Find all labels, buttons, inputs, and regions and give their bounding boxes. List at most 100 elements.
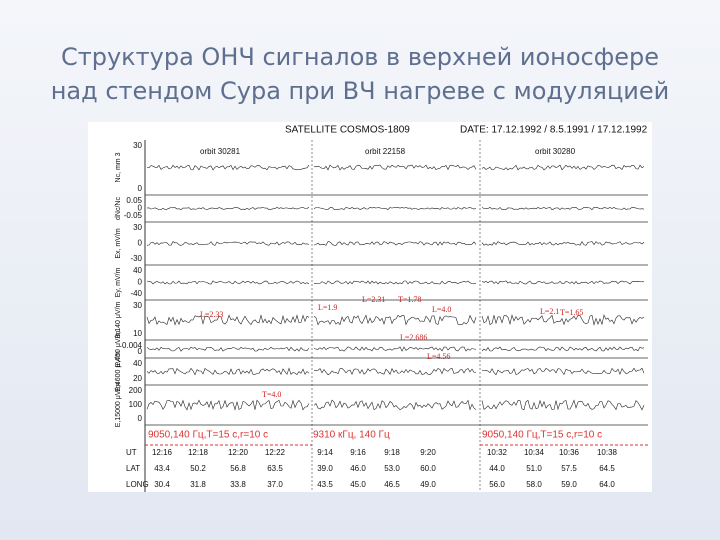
cell: 46.0 bbox=[350, 464, 366, 473]
cell: 10:36 bbox=[559, 448, 580, 457]
satellite-label: SATELLITE COSMOS-1809 bbox=[285, 125, 410, 136]
tick-label: 0 bbox=[138, 278, 143, 287]
cell: 9:20 bbox=[420, 448, 436, 457]
trace bbox=[313, 241, 477, 246]
annotation: L=1.9 bbox=[318, 303, 337, 312]
cell: 64.5 bbox=[599, 464, 615, 473]
modulation-label: 9050,140 Гц,T=15 c,r=10 c bbox=[148, 430, 268, 441]
trace bbox=[481, 164, 645, 171]
cell: 63.5 bbox=[267, 464, 283, 473]
cell: 10:38 bbox=[597, 448, 618, 457]
cell: 9:16 bbox=[350, 448, 366, 457]
trace bbox=[313, 399, 477, 411]
cell: 46.5 bbox=[384, 480, 400, 489]
annotation: L=4.0 bbox=[432, 305, 451, 314]
trace bbox=[146, 164, 310, 171]
annotation: L=2.686 bbox=[400, 333, 427, 342]
tick-label: 0 bbox=[138, 204, 143, 213]
tick-label: 30 bbox=[133, 141, 142, 150]
figure-background bbox=[88, 122, 652, 492]
trace bbox=[481, 206, 645, 211]
tick-label: 30 bbox=[133, 301, 142, 310]
tick-label: 0 bbox=[138, 347, 143, 356]
panel-label: E,15000 μV/m bbox=[115, 383, 122, 428]
cell: 58.0 bbox=[526, 480, 542, 489]
trace bbox=[481, 280, 645, 285]
title-line: Структура ОНЧ сигналов в верхней ионосфе… bbox=[61, 43, 659, 71]
cell: 64.0 bbox=[599, 480, 615, 489]
slide-title: Структура ОНЧ сигналов в верхней ионосфе… bbox=[0, 40, 720, 108]
cell: 12:16 bbox=[152, 448, 173, 457]
annotation: L=2.31 bbox=[362, 295, 385, 304]
tick-label: -30 bbox=[130, 254, 142, 263]
trace bbox=[313, 314, 477, 326]
cell: 49.0 bbox=[420, 480, 436, 489]
tick-label: 100 bbox=[129, 400, 143, 409]
trace bbox=[313, 164, 477, 171]
cell: 57.5 bbox=[561, 464, 577, 473]
cell: 12:18 bbox=[188, 448, 209, 457]
tick-label: 0 bbox=[138, 184, 143, 193]
cell: 56.8 bbox=[230, 464, 246, 473]
cell: 9:14 bbox=[317, 448, 333, 457]
trace bbox=[146, 206, 310, 211]
date-label: DATE: 17.12.1992 / 8.5.1991 / 17.12.1992 bbox=[460, 125, 648, 136]
trace bbox=[146, 314, 310, 326]
trace bbox=[313, 367, 477, 376]
cell: 33.8 bbox=[230, 480, 246, 489]
tick-label: -0.05 bbox=[124, 211, 143, 220]
cell: 56.0 bbox=[489, 480, 505, 489]
panel-label: Ex, mV/m bbox=[115, 228, 122, 259]
orbit-label: orbit 22158 bbox=[365, 147, 406, 156]
cell: 39.0 bbox=[317, 464, 333, 473]
trace bbox=[146, 367, 310, 376]
tick-label: 40 bbox=[133, 359, 142, 368]
annotation: T=4.0 bbox=[262, 390, 281, 399]
cell: 50.2 bbox=[190, 464, 206, 473]
trace bbox=[146, 280, 310, 285]
annotation: T=1.78 bbox=[398, 295, 421, 304]
trace bbox=[481, 399, 645, 411]
title-line: над стендом Сура при ВЧ нагреве с модуля… bbox=[50, 77, 670, 105]
cell: 45.0 bbox=[350, 480, 366, 489]
cell: 60.0 bbox=[420, 464, 436, 473]
tick-label: 40 bbox=[133, 266, 142, 275]
tick-label: 30 bbox=[133, 223, 142, 232]
trace bbox=[313, 206, 477, 211]
tick-label: 10 bbox=[133, 329, 142, 338]
trace bbox=[481, 367, 645, 376]
tick-label: 0.05 bbox=[126, 196, 142, 205]
cell: 30.4 bbox=[154, 480, 170, 489]
orbit-label: orbit 30280 bbox=[535, 147, 576, 156]
annotation: T=1.65 bbox=[560, 308, 583, 317]
row-label: LAT bbox=[126, 464, 140, 473]
tick-label: 20 bbox=[133, 374, 142, 383]
annotation: L=2.33 bbox=[200, 310, 223, 319]
cell: 43.5 bbox=[317, 480, 333, 489]
orbit-label: orbit 30281 bbox=[200, 147, 241, 156]
cell: 43.4 bbox=[154, 464, 170, 473]
panel-label: E,4600 μV/m bbox=[115, 351, 122, 392]
cell: 9:18 bbox=[384, 448, 400, 457]
annotation: L=4.56 bbox=[427, 352, 450, 361]
cell: 12:20 bbox=[228, 448, 249, 457]
panel-label: Nc, mm 3 bbox=[115, 152, 122, 182]
panel-label: dNc/Nc bbox=[115, 197, 122, 220]
cell: 10:34 bbox=[524, 448, 545, 457]
cell: 44.0 bbox=[489, 464, 505, 473]
tick-label: 0.004 bbox=[122, 341, 143, 350]
cell: 31.8 bbox=[190, 480, 206, 489]
trace bbox=[481, 314, 645, 326]
cell: 53.0 bbox=[384, 464, 400, 473]
trace bbox=[146, 399, 310, 411]
annotation: L=2.1 bbox=[540, 307, 559, 316]
row-label: UT bbox=[126, 448, 137, 457]
cell: 51.0 bbox=[526, 464, 542, 473]
trace bbox=[481, 241, 645, 246]
row-label: LONG bbox=[126, 480, 149, 489]
trace bbox=[313, 346, 477, 352]
modulation-label: 9310 кГц, 140 Гц bbox=[313, 430, 390, 441]
panel-label: B,140 μV/m bbox=[115, 301, 122, 338]
